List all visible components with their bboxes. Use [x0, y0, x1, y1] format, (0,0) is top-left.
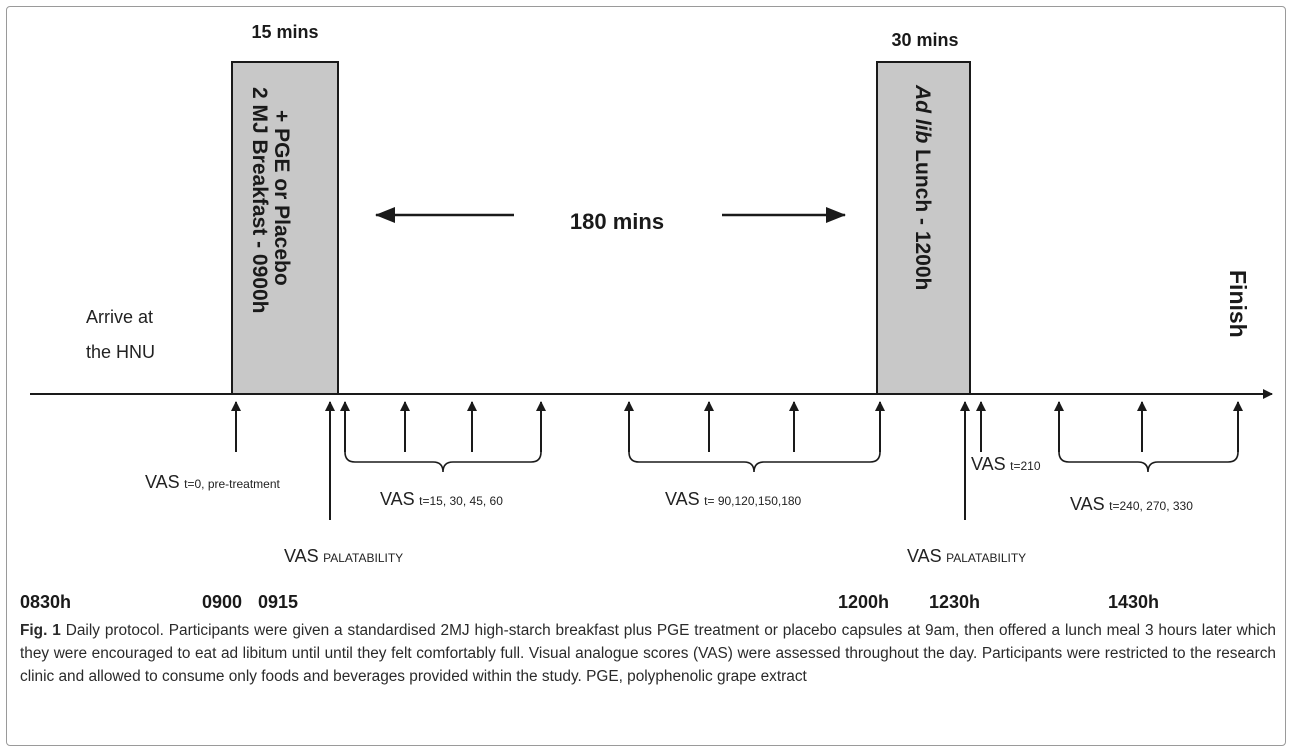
vas-label-t0-sub: t=0, pre-treatment — [184, 477, 280, 491]
figure-frame — [6, 6, 1286, 746]
arrive-line2: the HNU — [86, 342, 155, 362]
lunch-block — [876, 61, 971, 395]
figure-caption: Fig. 1 Daily protocol. Participants were… — [20, 619, 1276, 688]
vas-label-t15: VAS t=15, 30, 45, 60 — [380, 489, 503, 509]
vas-label-palatability-2: VAS PALATABILITY — [907, 546, 1026, 566]
vas-arrows — [231, 401, 1243, 520]
time-1200h: 1200h — [838, 592, 889, 612]
breakfast-duration: 15 mins — [251, 22, 318, 42]
vas-label-t90: VAS t= 90,120,150,180 — [665, 489, 802, 509]
lunch-label-rest: Lunch - 1200h — [911, 143, 934, 290]
brace-t240-330 — [1058, 451, 1239, 473]
vas-label-palatability-2-sub: PALATABILITY — [946, 551, 1026, 565]
vas-label-t15-sub: t=15, 30, 45, 60 — [419, 494, 503, 508]
time-0830h: 0830h — [20, 592, 71, 612]
brace-t90-180 — [628, 451, 881, 473]
vas-label-t0-main: VAS — [145, 472, 180, 492]
vas-label-t0: VAS t=0, pre-treatment — [145, 472, 281, 492]
vas-label-t210: VAS t=210 — [971, 454, 1041, 474]
breakfast-label-line1: 2 MJ Breakfast - 0900h — [248, 87, 271, 313]
vas-label-t240: VAS t=240, 270, 330 — [1070, 494, 1193, 514]
time-1430h: 1430h — [1108, 592, 1159, 612]
vas-label-palatability-1: VAS PALATABILITY — [284, 546, 403, 566]
vas-label-palatability-1-main: VAS — [284, 546, 319, 566]
lunch-label: Ad lib Lunch - 1200h — [911, 84, 934, 290]
brace-t15-60 — [344, 451, 542, 473]
vas-label-t90-main: VAS — [665, 489, 700, 509]
time-0900: 0900 — [202, 592, 242, 612]
time-0915: 0915 — [258, 592, 298, 612]
vas-label-t15-main: VAS — [380, 489, 415, 509]
finish-label: Finish — [1225, 270, 1251, 338]
breakfast-label-line2: + PGE or Placebo — [270, 110, 293, 286]
vas-label-palatability-2-main: VAS — [907, 546, 942, 566]
caption-label: Fig. 1 — [20, 622, 61, 639]
vas-label-palatability-1-sub: PALATABILITY — [323, 551, 403, 565]
vas-label-t240-main: VAS — [1070, 494, 1105, 514]
vas-label-t210-sub: t=210 — [1010, 459, 1041, 473]
vas-label-t240-sub: t=240, 270, 330 — [1109, 499, 1193, 513]
arrive-line1: Arrive at — [86, 307, 153, 327]
protocol-diagram: 2 MJ Breakfast - 0900h + PGE or Placebo … — [20, 22, 1273, 612]
caption-text: Daily protocol. Participants were given … — [20, 622, 1276, 685]
vas-label-t90-sub: t= 90,120,150,180 — [704, 494, 801, 508]
time-1230h: 1230h — [929, 592, 980, 612]
lunch-label-italic: Ad lib — [911, 84, 934, 143]
vas-label-t210-main: VAS — [971, 454, 1006, 474]
interval-duration: 180 mins — [570, 209, 664, 234]
lunch-duration: 30 mins — [891, 30, 958, 50]
